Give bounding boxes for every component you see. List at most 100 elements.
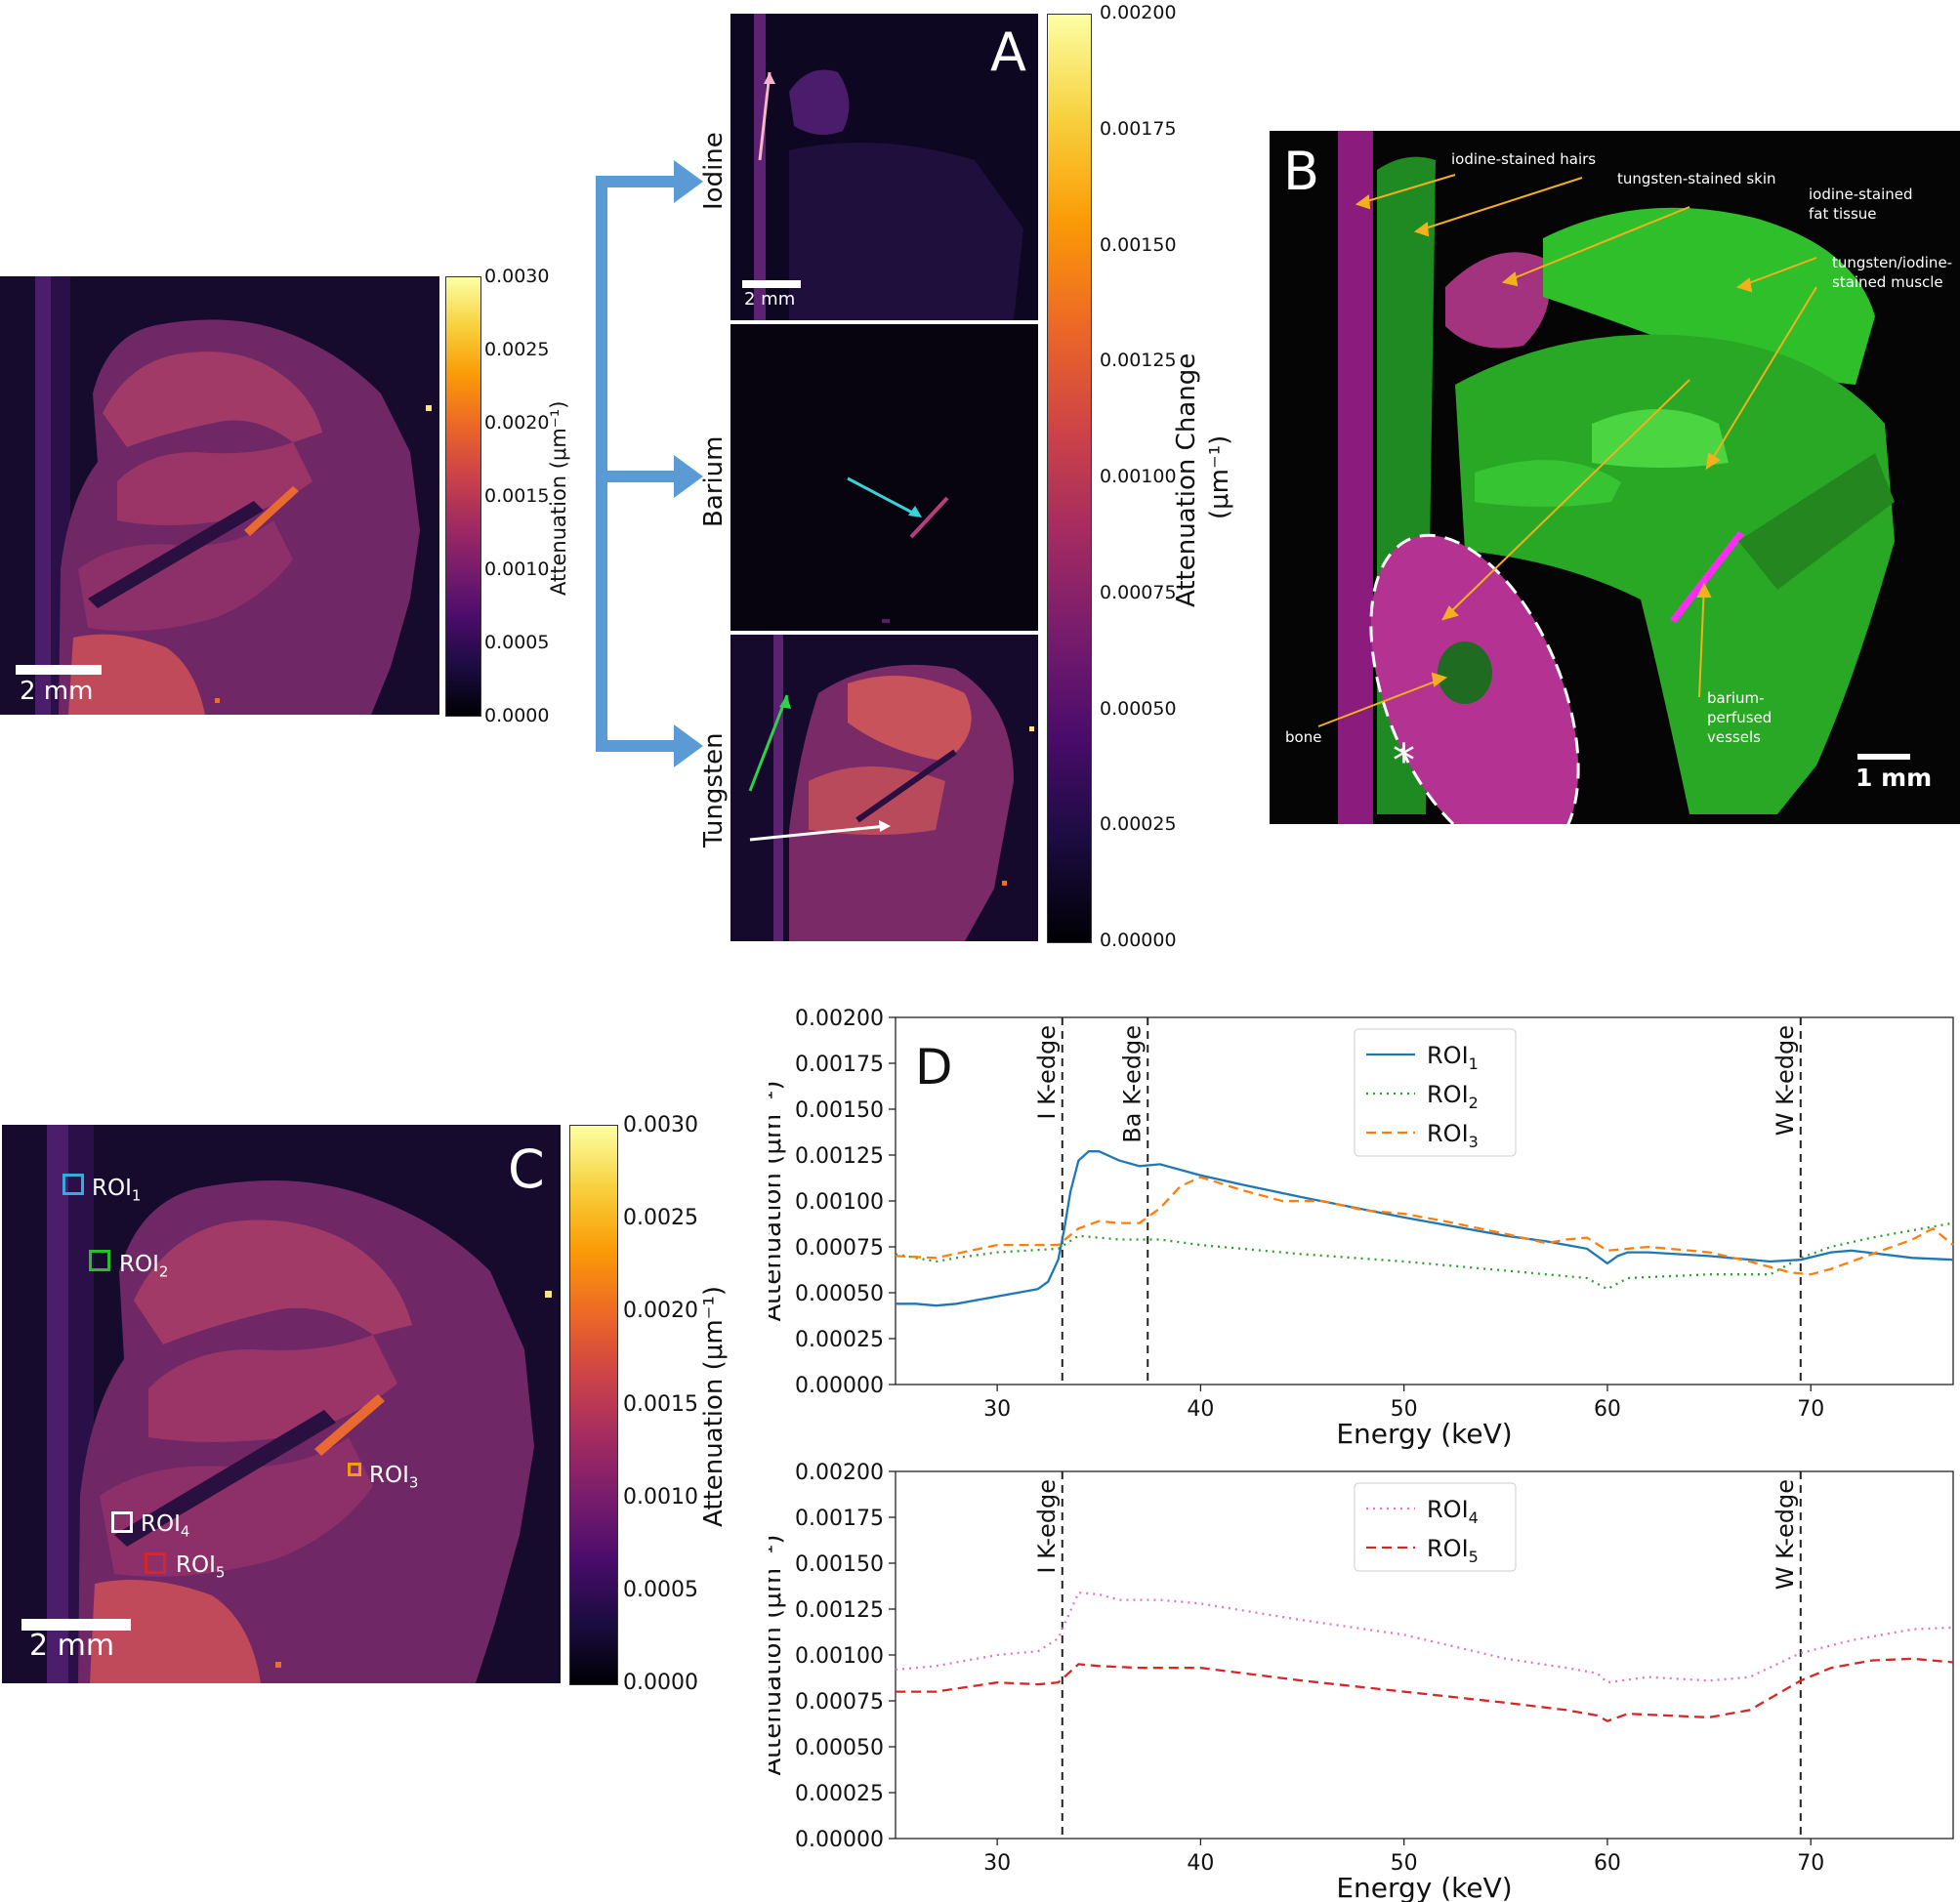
y-tick-label: 0.00150 — [795, 1552, 884, 1577]
material-label-barium: Barium — [699, 435, 729, 528]
legend-box — [1354, 1028, 1517, 1157]
y-tick-label: 0.00025 — [795, 1782, 884, 1806]
k-edge-label: I K-edge — [1033, 1479, 1061, 1574]
colorbar-tick: 0.0010 — [623, 1485, 698, 1509]
legend-label: ROI4 — [1427, 1496, 1479, 1527]
panel-letter-C: C — [508, 1138, 545, 1200]
annotation-muscle-2: stained muscle — [1832, 273, 1943, 291]
k-edge-label: W K-edge — [1772, 1479, 1799, 1590]
x-tick-label: 50 — [1391, 1851, 1418, 1876]
legend-label: ROI3 — [1427, 1120, 1479, 1151]
annotation-skin: tungsten-stained skin — [1617, 170, 1776, 187]
y-tick-label: 0.00175 — [795, 1053, 884, 1077]
annotation-fat-1: iodine-stained — [1809, 186, 1913, 203]
iodine-map: 2 mm A — [730, 14, 1038, 320]
scale-bar-label: 2 mm — [20, 677, 94, 706]
annotation-bone: bone — [1285, 728, 1322, 746]
rendering-art — [1270, 131, 1960, 824]
roi3-marker — [348, 1463, 361, 1476]
roi3-label: ROI3 — [369, 1463, 419, 1492]
scale-bar — [21, 1619, 131, 1631]
roi-image-art — [2, 1125, 561, 1683]
top-left-image: 2 mm — [0, 276, 439, 715]
x-tick-label: 60 — [1594, 1397, 1621, 1422]
annotation-muscle-1: tungsten/iodine- — [1832, 254, 1953, 271]
k-edge-label: Ba K-edge — [1118, 1025, 1146, 1143]
colorbar-tick: 0.0030 — [484, 266, 550, 287]
x-axis-label: Energy (keV) — [1336, 1872, 1512, 1902]
colorbar-tick: 0.00150 — [1100, 234, 1177, 256]
panel-letter-A: A — [990, 21, 1026, 83]
roi2-marker — [89, 1250, 110, 1271]
panel-letter-D: D — [915, 1039, 953, 1096]
colorbar-tick: 0.0010 — [484, 558, 550, 580]
colorbar-tick: 0.0005 — [623, 1578, 698, 1602]
series-line-roi1 — [896, 1150, 1954, 1307]
colorbar-tick: 0.0020 — [623, 1299, 698, 1323]
tungsten-map — [730, 635, 1038, 941]
colorbar-tick: 0.0015 — [623, 1392, 698, 1417]
colorbar-tick: 0.0025 — [484, 339, 550, 360]
y-tick-label: 0.00075 — [795, 1236, 884, 1261]
annotation-vessels-1: barium- — [1707, 689, 1765, 707]
x-tick-label: 60 — [1594, 1851, 1621, 1876]
annotation-hairs: iodine-stained hairs — [1451, 150, 1597, 168]
x-tick-label: 40 — [1187, 1851, 1214, 1876]
colorbar-tick: 0.0030 — [623, 1113, 698, 1137]
legend-label: ROI2 — [1427, 1081, 1479, 1112]
colorbar-label: Attenuation Change — [1172, 352, 1201, 607]
colorbar-tick: 0.00025 — [1100, 813, 1177, 835]
y-tick-label: 0.00100 — [795, 1190, 884, 1215]
scale-bar — [1857, 754, 1910, 760]
scale-bar — [16, 665, 102, 675]
x-tick-label: 40 — [1187, 1397, 1214, 1422]
scale-bar-label: 1 mm — [1856, 764, 1933, 792]
y-tick-label: 0.00175 — [795, 1507, 884, 1531]
annotation-vessels-3: vessels — [1707, 728, 1761, 746]
x-tick-label: 30 — [983, 1397, 1011, 1422]
asterisk: * — [1393, 734, 1415, 787]
k-edge-label: I K-edge — [1033, 1025, 1061, 1120]
colorbar-tick: 0.00175 — [1100, 118, 1177, 140]
roi1-marker — [63, 1174, 84, 1195]
colorbar-tick: 0.0020 — [484, 412, 550, 434]
annotation-vessels-2: perfused — [1707, 709, 1772, 726]
series-line-roi4 — [895, 1591, 1954, 1684]
x-tick-label: 70 — [1797, 1851, 1824, 1876]
colorbar — [569, 1125, 618, 1685]
roi4-marker — [111, 1511, 133, 1533]
colorbar-label: Attenuation (μm⁻¹) — [547, 400, 570, 596]
colorbar-tick: 0.0015 — [484, 485, 550, 507]
scale-bar-label: 2 mm — [744, 289, 796, 310]
y-tick-label: 0.00075 — [795, 1690, 884, 1715]
y-tick-label: 0.00000 — [795, 1374, 884, 1398]
colorbar-label-unit: (μm⁻¹) — [1205, 434, 1234, 519]
colorbar-tick: 0.0000 — [623, 1671, 698, 1695]
y-tick-label: 0.00150 — [795, 1098, 884, 1123]
y-tick-label: 0.00200 — [795, 1461, 884, 1485]
material-label-iodine: Iodine — [699, 132, 729, 210]
series-line-roi2 — [895, 1221, 1954, 1291]
roi4-label: ROI4 — [141, 1511, 190, 1541]
colorbar-tick: 0.00050 — [1100, 698, 1177, 720]
roi-image-panel-C: C ROI1 ROI2 ROI3 ROI4 ROI5 2 mm — [2, 1125, 561, 1683]
roi5-label: ROI5 — [176, 1552, 226, 1582]
roi2-label: ROI2 — [119, 1252, 169, 1281]
rendering-panel-B: B iodine-stained hairs tungsten-stained … — [1270, 131, 1960, 824]
legend-label: ROI5 — [1427, 1535, 1479, 1566]
branch-arrows — [596, 160, 703, 767]
y-tick-label: 0.00000 — [795, 1828, 884, 1852]
spectra-plot-2: 0.00000 0.00025 0.00050 0.00075 0.00100 0.001… — [769, 1461, 1954, 1902]
y-tick-label: 0.00100 — [795, 1644, 884, 1669]
colorbar-tick: 0.00200 — [1100, 2, 1177, 23]
colorbar-tick: 0.00100 — [1100, 466, 1177, 487]
colorbar-tick: 0.0005 — [484, 632, 550, 653]
y-axis-label: Attenuation (μm⁻¹) — [769, 1535, 787, 1776]
x-tick-label: 70 — [1797, 1397, 1824, 1422]
material-label-tungsten: Tungsten — [699, 732, 729, 848]
colorbar-tick: 0.00000 — [1100, 930, 1177, 951]
x-axis-label: Energy (keV) — [1336, 1418, 1512, 1450]
barium-map — [730, 324, 1038, 631]
colorbar-tick: 0.0000 — [484, 705, 550, 726]
y-tick-label: 0.00050 — [795, 1282, 884, 1306]
